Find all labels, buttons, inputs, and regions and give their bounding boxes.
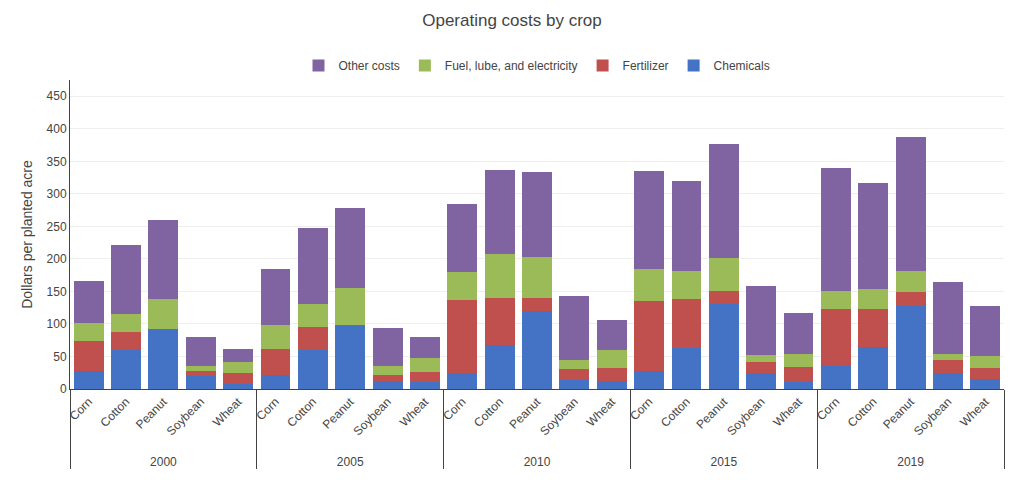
svg-text:Peanut: Peanut: [133, 394, 170, 431]
svg-text:Wheat: Wheat: [210, 394, 245, 429]
svg-text:Soybean: Soybean: [537, 395, 580, 438]
svg-text:100: 100: [47, 317, 67, 331]
svg-text:Cotton: Cotton: [658, 395, 693, 430]
svg-text:Soybean: Soybean: [911, 395, 954, 438]
svg-text:Peanut: Peanut: [693, 394, 730, 431]
svg-text:Cotton: Cotton: [845, 395, 880, 430]
svg-text:2005: 2005: [337, 455, 364, 469]
svg-text:350: 350: [47, 155, 67, 169]
svg-text:Chemicals: Chemicals: [714, 59, 770, 73]
svg-text:Operating costs by crop: Operating costs by crop: [422, 11, 602, 30]
svg-text:Wheat: Wheat: [957, 394, 992, 429]
svg-text:2015: 2015: [710, 455, 737, 469]
svg-text:Peanut: Peanut: [880, 394, 917, 431]
svg-text:Cotton: Cotton: [98, 395, 133, 430]
svg-text:Soybean: Soybean: [351, 395, 394, 438]
svg-text:Corn: Corn: [440, 395, 468, 423]
svg-text:2010: 2010: [524, 455, 551, 469]
svg-text:300: 300: [47, 187, 67, 201]
svg-text:50: 50: [53, 350, 67, 364]
svg-text:Fertilizer: Fertilizer: [623, 59, 669, 73]
svg-text:2000: 2000: [150, 455, 177, 469]
svg-text:Peanut: Peanut: [507, 394, 544, 431]
svg-text:Fuel, lube, and electricity: Fuel, lube, and electricity: [445, 59, 578, 73]
svg-text:0: 0: [60, 382, 67, 396]
svg-text:400: 400: [47, 122, 67, 136]
svg-text:Wheat: Wheat: [584, 394, 619, 429]
svg-text:200: 200: [47, 252, 67, 266]
svg-text:2019: 2019: [897, 455, 924, 469]
svg-text:Soybean: Soybean: [724, 395, 767, 438]
svg-text:Other costs: Other costs: [339, 59, 400, 73]
svg-text:Corn: Corn: [627, 395, 655, 423]
svg-text:Wheat: Wheat: [397, 394, 432, 429]
svg-text:Peanut: Peanut: [320, 394, 357, 431]
svg-text:Cotton: Cotton: [284, 395, 319, 430]
svg-text:Wheat: Wheat: [770, 394, 805, 429]
svg-text:450: 450: [47, 89, 67, 103]
svg-text:Corn: Corn: [67, 395, 95, 423]
svg-text:250: 250: [47, 220, 67, 234]
svg-text:Soybean: Soybean: [164, 395, 207, 438]
svg-text:Dollars per planted acre: Dollars per planted acre: [19, 160, 35, 309]
svg-text:150: 150: [47, 285, 67, 299]
svg-text:Corn: Corn: [814, 395, 842, 423]
svg-text:Cotton: Cotton: [471, 395, 506, 430]
svg-text:Corn: Corn: [254, 395, 282, 423]
